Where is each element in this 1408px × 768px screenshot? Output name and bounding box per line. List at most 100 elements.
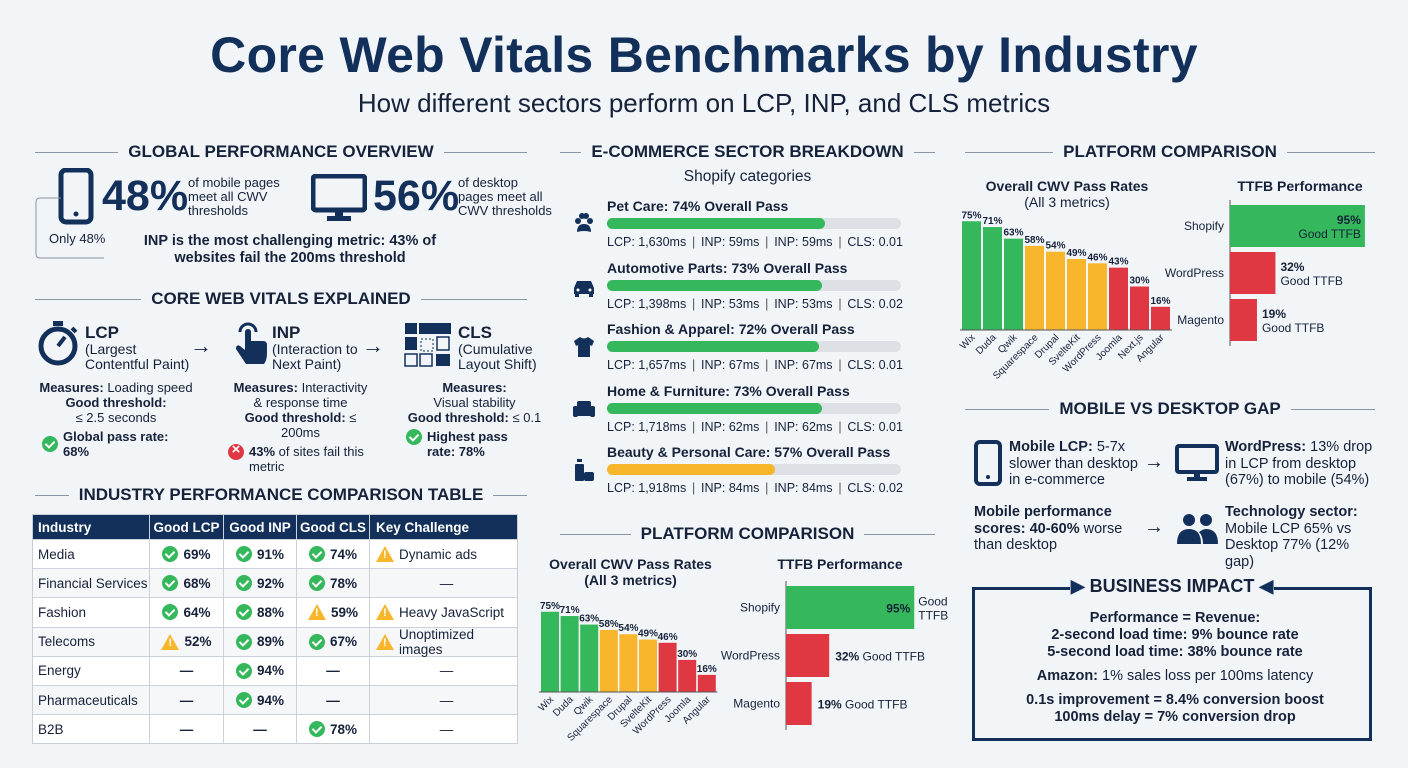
table-row: Media 69% 91% 74% Dynamic ads (33, 539, 517, 569)
table-row: Financial Services 68% 92% 78% — (33, 568, 517, 598)
challenge-value: — (439, 721, 454, 737)
page-title: Core Web Vitals Benchmarks by Industry (210, 27, 1198, 83)
cls-value: 67% (329, 634, 358, 650)
category-title: Pet Care: 74% Overall Pass (607, 198, 789, 214)
lcp-cell: 69% (149, 540, 223, 569)
section-heading-explained: CORE WEB VITALS EXPLAINED (35, 289, 527, 309)
metric-value: INP: 67ms (701, 358, 760, 372)
cwv-pass-rate-chart: 75%Wix71%Duda63%Qwik58%Squarespace54%Dru… (958, 210, 1172, 382)
metric-value: INP: 84ms (774, 481, 833, 495)
desktop-pass-percent: 56% (373, 172, 460, 220)
cls-cell: 78% (296, 715, 369, 744)
table-row: Fashion 64% 88% 59% Heavy JavaScript (33, 597, 517, 627)
bar-wordpress (658, 642, 677, 692)
column-header: Good INP (223, 515, 296, 539)
challenge-cell: — (369, 569, 517, 598)
warning-icon (161, 633, 180, 650)
inp-challenge-note: INP is the most challenging metric: 43% … (143, 233, 437, 266)
amazon-text: 1% sales loss per 100ms latency (1102, 668, 1314, 684)
cls-name: CLS (458, 323, 492, 342)
bar-shopify (786, 586, 915, 629)
tick-label: WordPress (721, 649, 780, 663)
chart-subtitle: (All 3 metrics) (1024, 194, 1110, 210)
separator: | (838, 358, 842, 372)
check-circle-icon (308, 546, 325, 563)
inp-cell: 89% (223, 627, 296, 656)
challenge-value: Heavy JavaScript (399, 604, 505, 620)
column-header: Good CLS (296, 515, 369, 539)
metric-value: CLS: 0.02 (847, 481, 903, 495)
separator: | (765, 419, 769, 434)
data-label: 71% (982, 216, 1002, 227)
inp-cell: 88% (223, 598, 296, 627)
check-circle-icon (162, 575, 179, 592)
business-impact-box: ▶ BUSINESS IMPACT ◀ Performance = Revenu… (972, 576, 1375, 741)
heading-text: PLATFORM COMPARISON (640, 524, 855, 543)
data-label: 16% (697, 664, 717, 675)
inp-cell: 94% (223, 656, 296, 685)
metric-value: INP: 84ms (701, 481, 760, 495)
cosmetics-bottle-icon (575, 459, 594, 481)
data-label: 32% Good TTFB (835, 650, 925, 664)
heading-text: GLOBAL PERFORMANCE OVERVIEW (128, 142, 434, 161)
inp-value: 89% (256, 634, 285, 650)
section-heading-mobile-gap: MOBILE VS DESKTOP GAP (965, 399, 1375, 419)
category-title: Home & Furniture: 73% Overall Pass (607, 382, 850, 399)
bar-joomla (1109, 267, 1128, 330)
metric-value: CLS: 0.02 (847, 296, 903, 311)
fact-label: Mobile performance scores: 40-60% (974, 504, 1112, 537)
separator: | (692, 419, 696, 434)
challenge-cell: — (369, 685, 517, 715)
fact-label: Mobile LCP: (1009, 439, 1093, 455)
data-label: 30% (1129, 276, 1149, 287)
stopwatch-icon (38, 321, 78, 366)
check-circle-icon (308, 575, 325, 592)
mobile-lcp-fact: Mobile LCP: 5-7x slower than desktop in … (1009, 439, 1149, 489)
pass-progress-fill (607, 218, 825, 229)
data-label: 54% (1045, 241, 1065, 252)
lcp-value: 52% (184, 634, 212, 650)
inp-fail-pct: 43% (249, 444, 276, 459)
chart-title: TTFB Performance (777, 556, 903, 572)
metric-value: LCP: 1,398ms (607, 296, 687, 311)
pass-progress-bar (607, 279, 901, 291)
industry-cell: Media (38, 546, 75, 562)
industry-cell: Pharmaceuticals (38, 692, 138, 708)
inp-fail-note: of sites fail this metric (249, 444, 364, 474)
check-circle-icon (235, 662, 252, 679)
lcp-cell: 68% (149, 569, 223, 598)
car-icon (574, 280, 594, 297)
category-metrics: LCP: 1,718ms | INP: 62ms | INP: 62ms | CLS: 0.… (607, 420, 903, 434)
paw-icon (575, 213, 593, 232)
bar-squarespace (1025, 245, 1044, 330)
inp-value: — (253, 721, 267, 737)
data-label-suffix: Good TTFB (1298, 227, 1360, 241)
data-label: 43% (1108, 257, 1128, 268)
separator: | (692, 358, 696, 372)
check-circle-icon (406, 429, 422, 445)
industry-cell: Telecoms (38, 634, 96, 650)
bar-duda (983, 227, 1002, 330)
impact-line: 5-second load time: 38% bounce rate (1047, 644, 1303, 660)
challenge-value: Unoptimized images (399, 626, 475, 657)
check-circle-icon (235, 692, 252, 709)
amazon-line: Amazon: 1% sales loss per 100ms latency (975, 668, 1375, 684)
pass-progress-fill (607, 341, 819, 352)
bar-angular (1151, 306, 1170, 330)
section-heading-platform: PLATFORM COMPARISON (965, 142, 1375, 162)
metric-value: INP: 67ms (774, 358, 833, 372)
separator: | (838, 235, 842, 249)
cls-value: — (326, 663, 340, 679)
industry-cell: Financial Services (38, 575, 148, 591)
lcp-cell: — (149, 656, 223, 685)
inp-value: 94% (256, 663, 285, 679)
chart-title: TTFB Performance (1237, 178, 1363, 194)
lcp-measures: Loading speed (107, 380, 193, 395)
cls-title: CLS (Cumulative Layout Shift) (458, 323, 543, 372)
lcp-value: 64% (183, 604, 211, 620)
bar-wix (962, 221, 981, 330)
table-row: Telecoms 52% 89% 67% Unoptimized images (33, 626, 517, 657)
bar-shopify (1230, 205, 1365, 247)
data-label-suffix: Good (918, 595, 947, 609)
